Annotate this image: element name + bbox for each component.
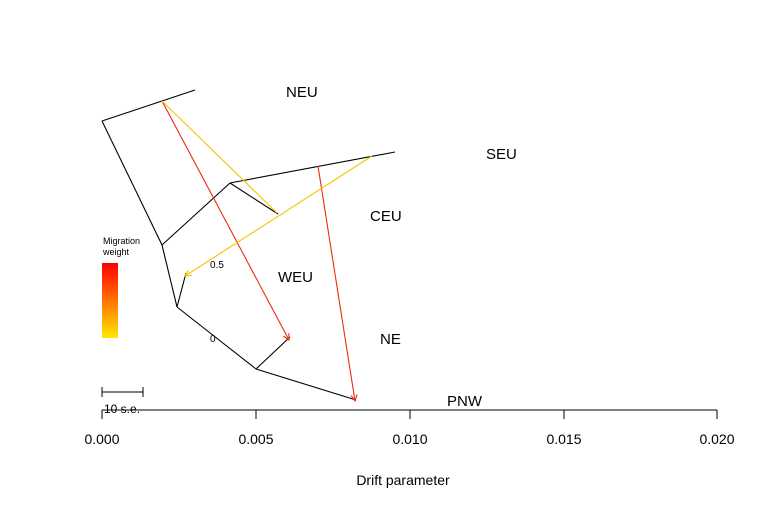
edge-root-lower	[101, 120, 163, 246]
tree-edges	[101, 89, 396, 401]
migration-weight-legend: Migration weight 0.5 0	[102, 236, 224, 345]
x-tick-label-0: 0.000	[84, 431, 119, 447]
edge-neu-leaf	[161, 89, 196, 102]
x-tick-label-3: 0.015	[546, 431, 581, 447]
migration-arrow-neu-to-ceu	[161, 100, 278, 214]
edge-ne-leaf	[255, 336, 291, 370]
migration-arrow-seu-to-weu	[185, 155, 373, 276]
edge-to-ne-pnw-node	[176, 306, 257, 370]
legend-title-line1: Migration	[103, 236, 140, 246]
edge-to-ceu-seu-node	[161, 182, 231, 246]
x-axis-title: Drift parameter	[356, 472, 450, 488]
label-ne: NE	[380, 331, 401, 348]
edge-seu-leaf	[229, 151, 396, 184]
x-axis: 0.000 0.005 0.010 0.015 0.020 Drift para…	[84, 409, 735, 488]
x-tick-label-2: 0.010	[392, 431, 427, 447]
legend-title-line2: weight	[102, 247, 130, 257]
legend-low-label: 0	[210, 334, 216, 345]
label-seu: SEU	[486, 146, 517, 163]
migration-arrow-neu-to-ne	[161, 100, 289, 340]
edge-weu-leaf	[176, 272, 187, 308]
scale-bar: 10 s.e.	[101, 387, 144, 416]
population-labels: NEU SEU CEU WEU NE PNW	[278, 84, 517, 410]
label-ceu: CEU	[370, 208, 402, 225]
edge-ceu-leaf	[229, 182, 279, 215]
edge-pnw-leaf	[255, 368, 357, 401]
migration-edges	[161, 100, 373, 401]
migration-arrow-seu-to-pnw	[317, 165, 355, 401]
edge-to-lower-node	[161, 244, 178, 308]
scale-bar-label: 10 s.e.	[104, 402, 140, 416]
x-tick-label-1: 0.005	[238, 431, 273, 447]
edge-root-upper	[101, 100, 163, 122]
legend-high-label: 0.5	[210, 260, 224, 271]
label-pnw: PNW	[447, 393, 483, 410]
label-neu: NEU	[286, 84, 318, 101]
legend-gradient-bar	[102, 263, 118, 338]
label-weu: WEU	[278, 269, 313, 286]
x-tick-label-4: 0.020	[699, 431, 734, 447]
